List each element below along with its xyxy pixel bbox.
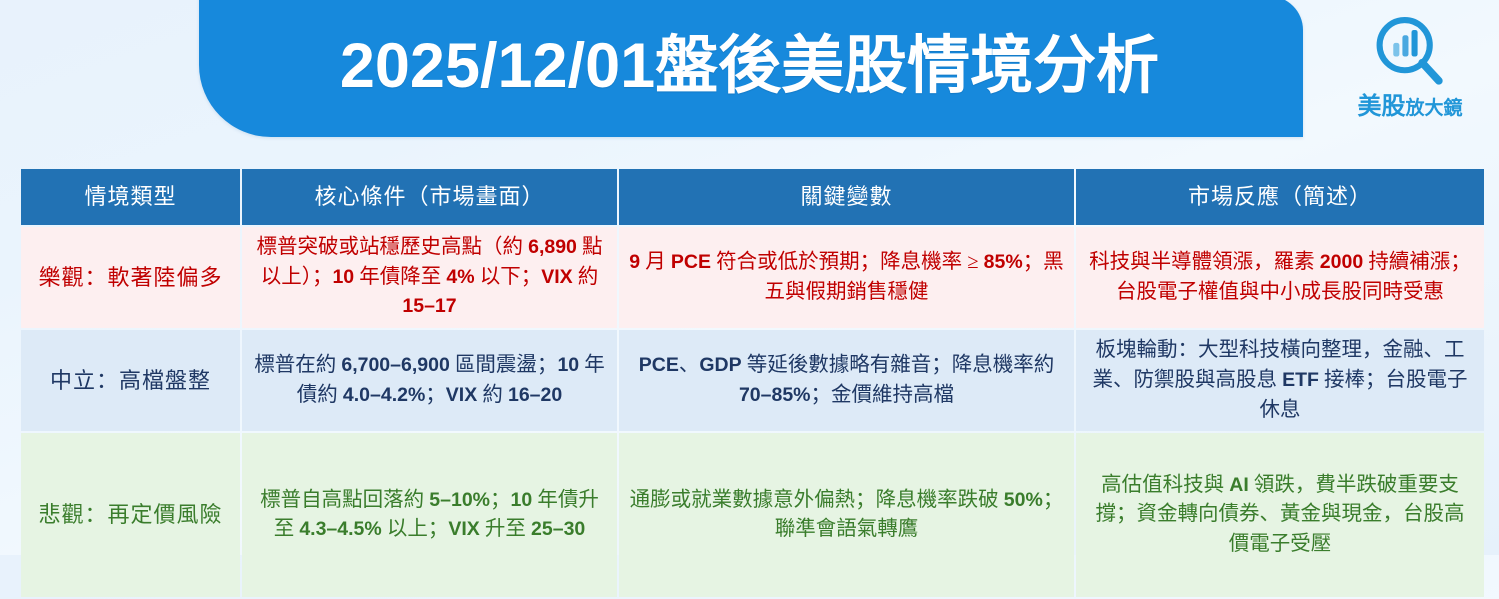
cell-scenario-pessimistic: 悲觀：再定價風險: [21, 433, 240, 598]
brand-logo: 美股放大鏡: [1340, 14, 1480, 134]
table-row: 悲觀：再定價風險 標普自高點回落約 5–10%；10 年債升至 4.3–4.5%…: [21, 433, 1484, 598]
title-banner: [199, 0, 1303, 137]
column-header-scenario-type: 情境類型: [21, 169, 240, 225]
cell-key-variables-neutral: PCE、GDP 等延後數據略有雜音；降息機率約 70–85%；金價維持高檔: [619, 330, 1074, 432]
scenario-analysis-table: 情境類型 核心條件（市場畫面） 關鍵變數 市場反應（簡述） 樂觀：軟著陸偏多 標…: [19, 167, 1486, 599]
magnifier-bar-chart-icon: [1376, 17, 1443, 85]
column-header-key-variables: 關鍵變數: [619, 169, 1074, 225]
page-title: 2025/12/01盤後美股情境分析: [339, 31, 1160, 101]
cell-scenario-optimistic: 樂觀：軟著陸偏多: [21, 227, 240, 329]
page-header: 2025/12/01盤後美股情境分析 美股放大鏡: [0, 0, 1499, 150]
column-header-market-reaction: 市場反應（簡述）: [1076, 169, 1484, 225]
brand-primary: 美股: [1357, 93, 1406, 120]
brand-secondary: 放大鏡: [1405, 98, 1463, 119]
cell-core-optimistic: 標普突破或站穩歷史高點（約 6,890 點以上）；10 年債降至 4% 以下；V…: [242, 227, 617, 329]
cell-market-reaction-neutral: 板塊輪動：大型科技橫向整理，金融、工業、防禦股與高股息 ETF 接棒；台股電子休…: [1076, 330, 1484, 432]
cell-key-variables-pessimistic: 通膨或就業數據意外偏熱；降息機率跌破 50%；聯準會語氣轉鷹: [619, 433, 1074, 598]
cell-market-reaction-optimistic: 科技與半導體領漲，羅素 2000 持續補漲；台股電子權值與中小成長股同時受惠: [1076, 227, 1484, 329]
table-header-row: 情境類型 核心條件（市場畫面） 關鍵變數 市場反應（簡述）: [21, 169, 1484, 225]
cell-market-reaction-pessimistic: 高估值科技與 AI 領跌，費半跌破重要支撐；資金轉向債券、黃金與現金，台股高價電…: [1076, 433, 1484, 598]
cell-core-neutral: 標普在約 6,700–6,900 區間震盪；10 年債約 4.0–4.2%；VI…: [242, 330, 617, 432]
cell-key-variables-optimistic: 9 月 PCE 符合或低於預期；降息機率 ≥ 85%；黑五與假期銷售穩健: [619, 227, 1074, 329]
column-header-core-conditions: 核心條件（市場畫面）: [242, 169, 617, 225]
table-row: 樂觀：軟著陸偏多 標普突破或站穩歷史高點（約 6,890 點以上）；10 年債降…: [21, 227, 1484, 329]
cell-core-pessimistic: 標普自高點回落約 5–10%；10 年債升至 4.3–4.5% 以上；VIX 升…: [242, 433, 617, 598]
table-row: 中立：高檔盤整 標普在約 6,700–6,900 區間震盪；10 年債約 4.0…: [21, 330, 1484, 432]
cell-scenario-neutral: 中立：高檔盤整: [21, 330, 240, 432]
brand-name: 美股放大鏡: [1340, 86, 1480, 121]
